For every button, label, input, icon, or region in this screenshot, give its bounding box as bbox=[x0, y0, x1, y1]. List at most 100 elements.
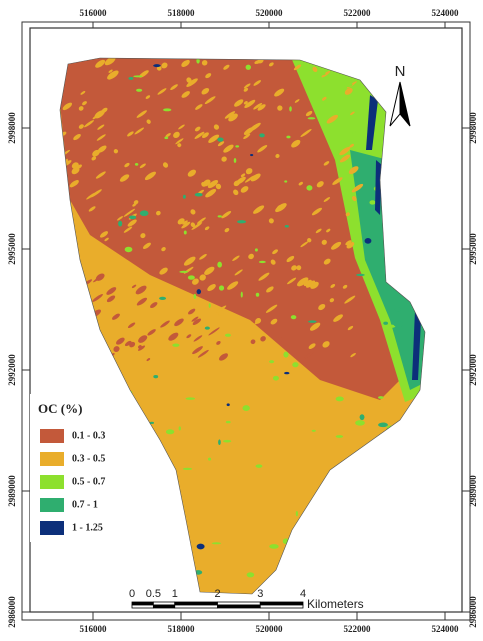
patch bbox=[311, 429, 316, 432]
patch bbox=[300, 129, 312, 138]
patch bbox=[329, 298, 335, 303]
patch bbox=[199, 253, 207, 260]
patch bbox=[201, 60, 208, 66]
patch bbox=[106, 287, 117, 295]
patch bbox=[134, 162, 139, 166]
patch bbox=[335, 396, 344, 402]
patch bbox=[211, 542, 222, 545]
patch bbox=[161, 247, 166, 252]
patch bbox=[345, 212, 350, 217]
patch bbox=[268, 62, 274, 67]
class-area bbox=[366, 95, 378, 150]
patch bbox=[364, 238, 372, 244]
x-coord-label: 520000 bbox=[256, 8, 284, 18]
y-coord-label: 2998000 bbox=[468, 112, 478, 144]
patch bbox=[234, 99, 244, 107]
legend-label: 0.3 - 0.5 bbox=[72, 453, 105, 464]
scale-label: 0 bbox=[129, 588, 135, 600]
patch bbox=[204, 96, 216, 105]
patch bbox=[127, 131, 134, 137]
patch bbox=[204, 226, 210, 231]
patch bbox=[124, 340, 132, 347]
patch bbox=[296, 265, 302, 271]
patch bbox=[224, 111, 236, 119]
patch bbox=[183, 256, 196, 266]
patch bbox=[78, 106, 84, 111]
patch bbox=[161, 62, 168, 69]
scale-segment bbox=[217, 604, 261, 609]
patch bbox=[178, 124, 185, 130]
patch bbox=[133, 75, 143, 78]
patch bbox=[260, 336, 266, 342]
patch bbox=[351, 183, 364, 193]
patch bbox=[204, 266, 215, 275]
patch bbox=[253, 205, 265, 214]
patch bbox=[95, 171, 106, 179]
patch bbox=[258, 260, 266, 264]
patch bbox=[221, 211, 232, 219]
patch bbox=[156, 210, 161, 216]
patch bbox=[233, 158, 237, 163]
patch bbox=[145, 95, 151, 99]
patch bbox=[112, 313, 120, 320]
patch bbox=[343, 82, 353, 88]
patch bbox=[144, 171, 156, 181]
y-coord-label: 2992000 bbox=[468, 354, 478, 386]
patch bbox=[322, 341, 330, 348]
patch bbox=[196, 289, 202, 295]
patch bbox=[136, 88, 143, 92]
patch bbox=[164, 136, 169, 140]
patch bbox=[291, 139, 301, 148]
patch bbox=[129, 215, 137, 220]
patch bbox=[208, 303, 211, 308]
patch bbox=[275, 203, 287, 213]
patch bbox=[300, 241, 309, 248]
patch bbox=[205, 189, 217, 198]
patch bbox=[393, 321, 404, 328]
y-coord-label: 2995000 bbox=[468, 233, 478, 265]
patch bbox=[95, 59, 106, 68]
patch bbox=[215, 183, 222, 190]
patch bbox=[194, 126, 201, 132]
patch bbox=[272, 249, 278, 255]
patch bbox=[339, 155, 350, 163]
patch bbox=[159, 296, 167, 300]
patch bbox=[317, 72, 326, 76]
patch bbox=[159, 267, 168, 275]
patch bbox=[162, 162, 169, 168]
patch bbox=[113, 346, 120, 352]
patch bbox=[199, 302, 208, 310]
patch bbox=[235, 176, 246, 185]
patch bbox=[286, 135, 291, 139]
scale-label: 3 bbox=[257, 588, 263, 600]
patch bbox=[182, 467, 193, 470]
patch bbox=[321, 70, 331, 78]
patch bbox=[135, 285, 147, 295]
patch bbox=[332, 177, 343, 185]
patch bbox=[245, 168, 253, 175]
y-coord-label: 2998000 bbox=[7, 112, 17, 144]
patch bbox=[305, 110, 313, 117]
patch bbox=[243, 101, 248, 105]
patch bbox=[346, 242, 355, 249]
patch bbox=[237, 220, 247, 224]
patch bbox=[193, 293, 197, 300]
patch bbox=[182, 194, 186, 199]
patch bbox=[86, 192, 96, 200]
legend-title: OC (%) bbox=[38, 401, 82, 416]
patch bbox=[333, 314, 343, 322]
patch bbox=[88, 206, 96, 212]
patch bbox=[307, 238, 312, 243]
patch bbox=[250, 339, 256, 345]
patch bbox=[150, 302, 158, 309]
y-coord-label: 2989000 bbox=[7, 475, 17, 507]
patch bbox=[284, 180, 288, 183]
patch bbox=[173, 131, 180, 138]
x-coord-label: 516000 bbox=[80, 8, 108, 18]
patch bbox=[286, 255, 295, 263]
patch bbox=[215, 305, 227, 313]
patch bbox=[181, 59, 190, 68]
patch bbox=[181, 91, 190, 98]
class-area bbox=[412, 310, 421, 380]
patch bbox=[298, 181, 303, 186]
